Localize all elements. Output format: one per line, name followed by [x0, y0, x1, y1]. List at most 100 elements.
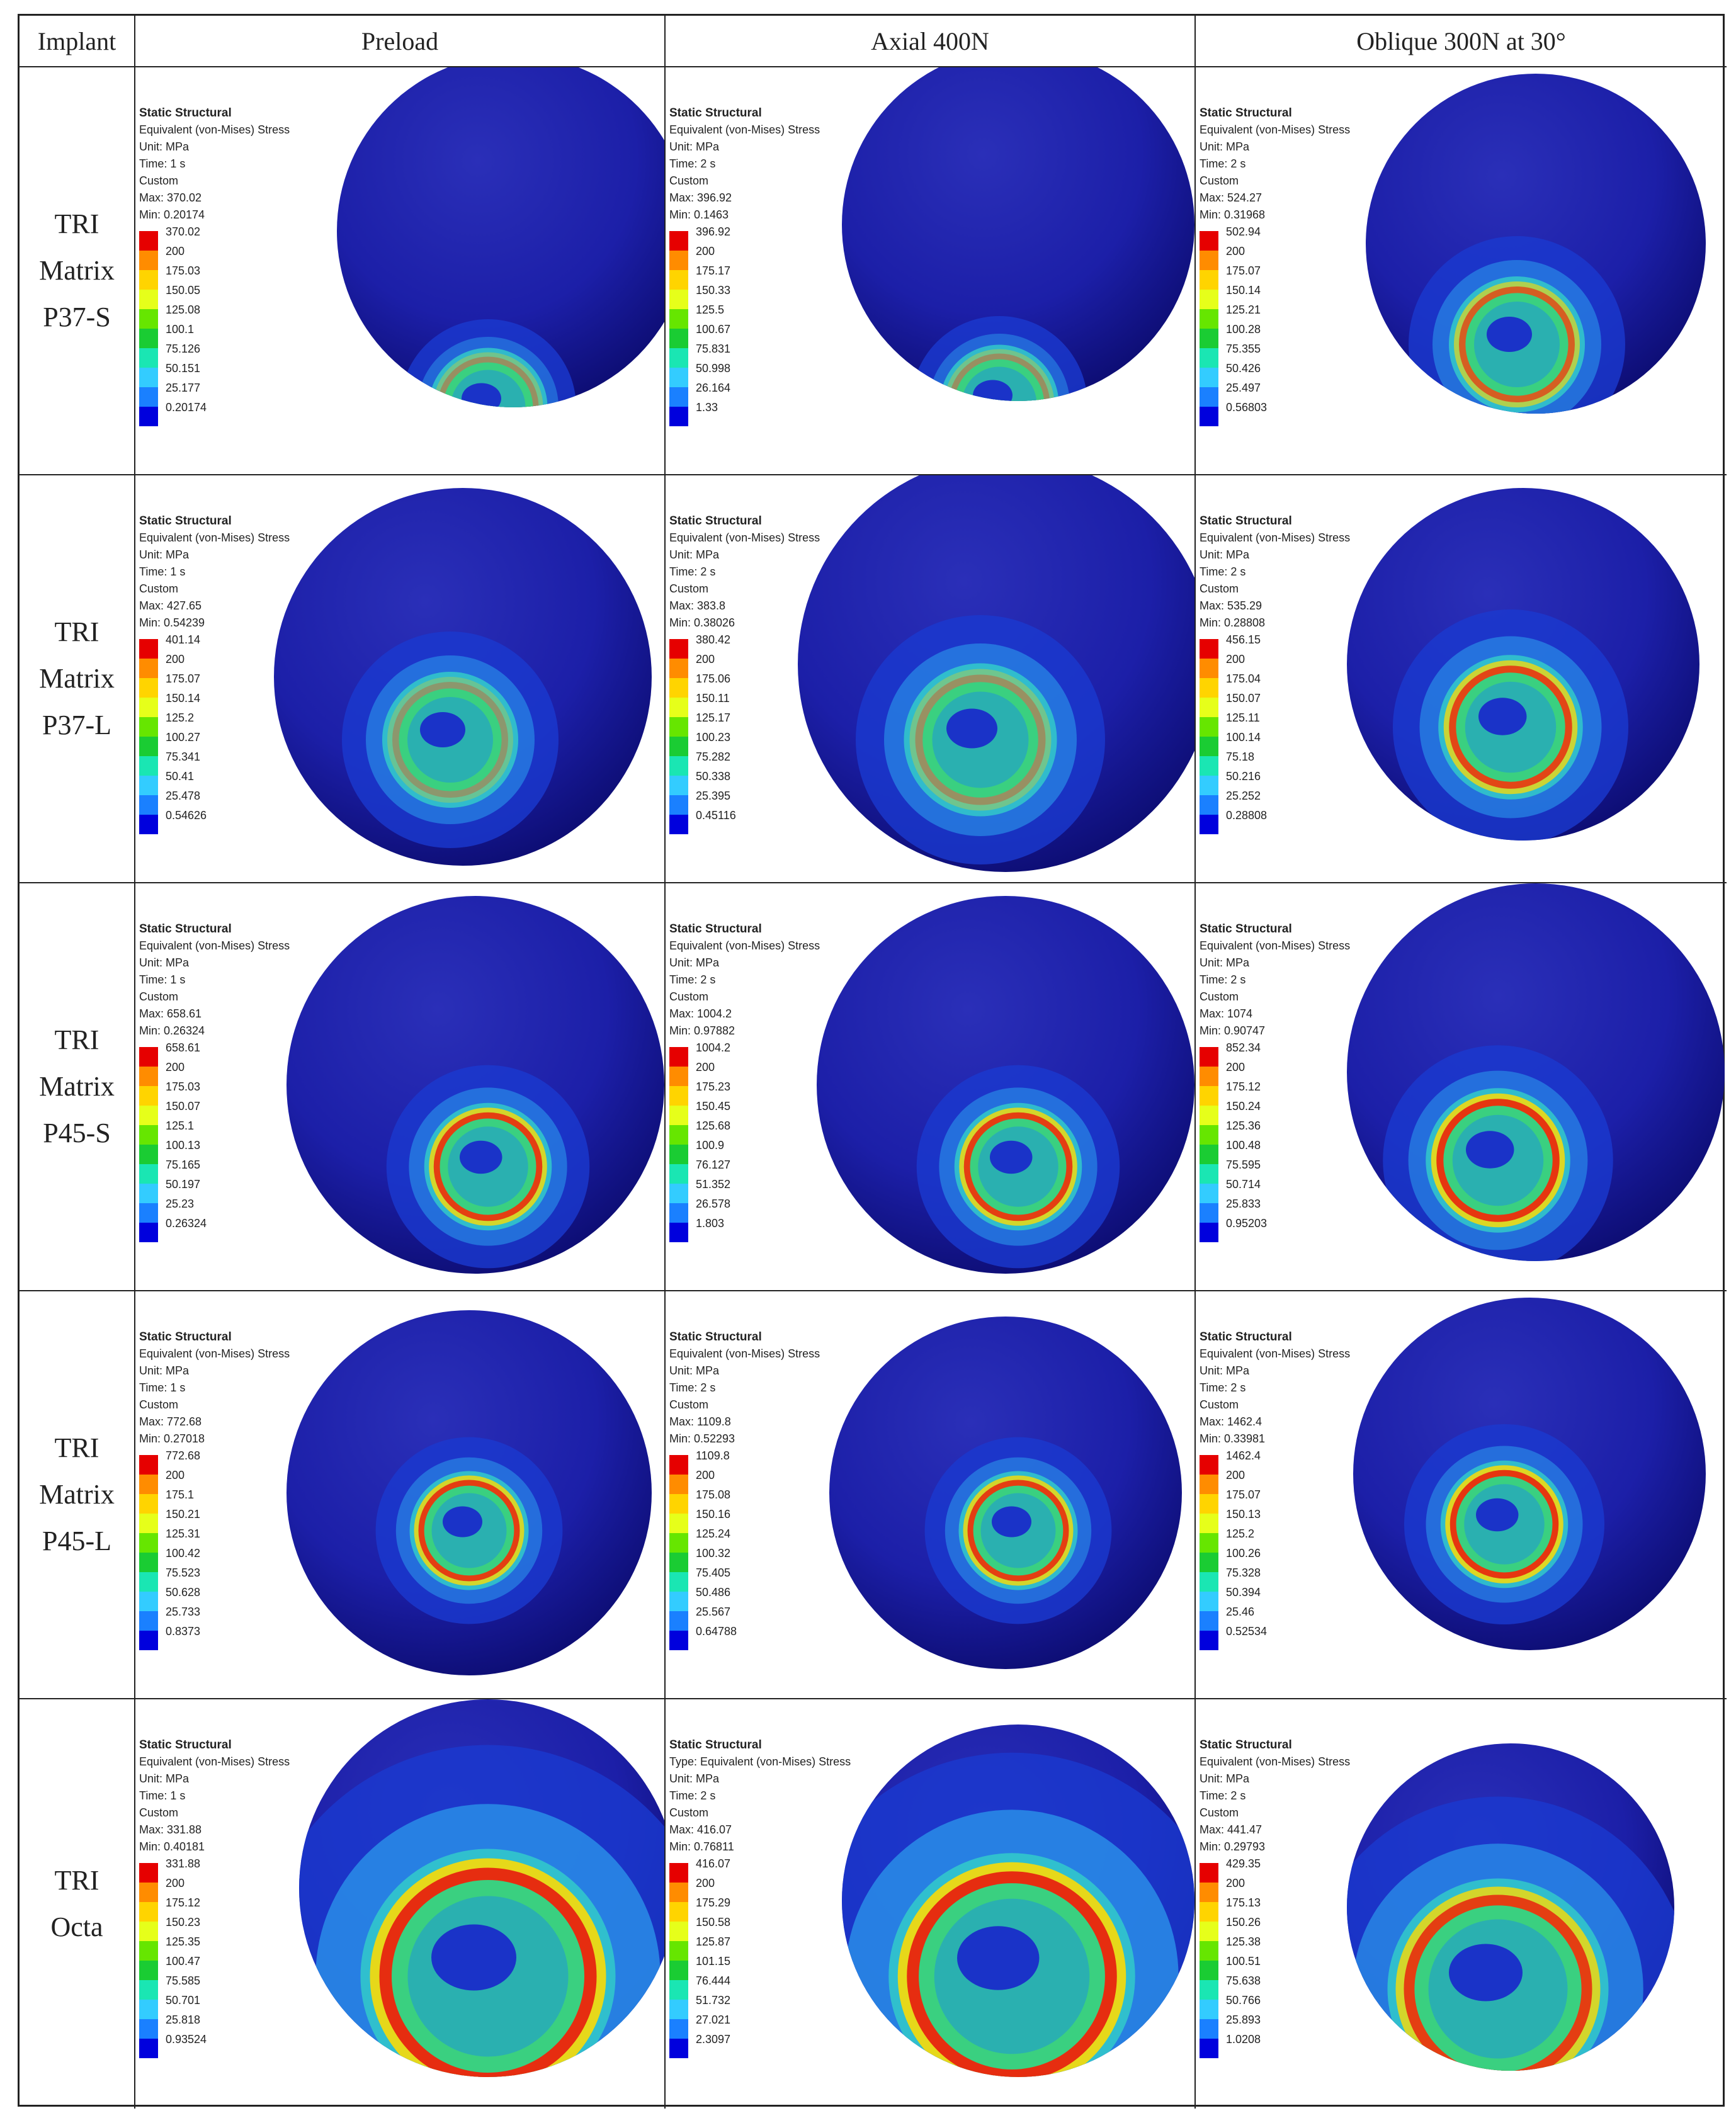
scale-swatch — [669, 1883, 688, 1902]
scale-value: 150.33 — [696, 284, 731, 297]
scale-entry: 658.61 — [139, 1042, 290, 1067]
legend-min: Min: 0.29793 — [1200, 1840, 1266, 1853]
scale-swatch — [139, 309, 158, 329]
scale-value: 1004.2 — [696, 1041, 731, 1054]
legend-type: Equivalent (von-Mises) Stress — [1200, 1755, 1351, 1768]
scale-value: 150.16 — [696, 1508, 731, 1521]
scale-swatch — [669, 678, 688, 698]
scale-entry: 1.803 — [669, 1218, 820, 1242]
scale-entry: 401.14 — [139, 634, 290, 659]
scale-value: 150.07 — [166, 1100, 201, 1113]
scale-entry: 100.13 — [139, 1140, 290, 1164]
scale-value: 25.252 — [1226, 790, 1261, 802]
scale-swatch — [669, 756, 688, 776]
color-scale: 852.34 200 175.12 150.24 125.36 100.48 75.595 5… — [1200, 1042, 1350, 1242]
scale-value: 175.04 — [1226, 672, 1261, 685]
scale-swatch — [1200, 1514, 1218, 1533]
legend-custom: Custom — [1200, 1398, 1239, 1411]
legend-type: Equivalent (von-Mises) Stress — [139, 1347, 290, 1360]
result-cell: Static Structural Equivalent (von-Mises) … — [135, 883, 666, 1291]
legend-time: Time: 2 s — [1200, 1789, 1246, 1802]
legend-type: Equivalent (von-Mises) Stress — [139, 123, 290, 136]
scale-swatch — [139, 1533, 158, 1553]
scale-swatch — [669, 270, 688, 290]
scale-entry: 25.833 — [1200, 1198, 1350, 1223]
color-scale: 1109.8 200 175.08 150.16 125.24 100.32 75.405 5… — [669, 1450, 820, 1650]
scale-entry: 150.05 — [139, 285, 290, 309]
scale-value: 200 — [1226, 1469, 1245, 1481]
scale-entry: 370.02 — [139, 226, 290, 251]
scale-entry: 100.23 — [669, 732, 820, 756]
scale-swatch — [139, 348, 158, 368]
scale-entry: 50.41 — [139, 771, 290, 795]
scale-value: 100.42 — [166, 1547, 201, 1560]
scale-swatch — [139, 659, 158, 678]
legend-title: Static Structural — [139, 514, 232, 528]
scale-value: 200 — [1226, 245, 1245, 258]
scale-entry: 125.5 — [669, 304, 820, 329]
stress-legend: Static Structural Equivalent (von-Mises) … — [139, 921, 290, 1242]
legend-max: Max: 772.68 — [139, 1415, 202, 1428]
scale-swatch — [1200, 1553, 1218, 1572]
scale-value: 100.13 — [166, 1139, 201, 1152]
scale-swatch — [139, 1494, 158, 1514]
scale-swatch — [1200, 698, 1218, 717]
scale-entry: 416.07 — [669, 1858, 851, 1883]
legend-unit: Unit: MPa — [139, 956, 190, 969]
legend-title: Static Structural — [1200, 106, 1292, 120]
legend-unit: Unit: MPa — [139, 140, 190, 153]
legend-time: Time: 2 s — [669, 1381, 716, 1394]
scale-swatch — [1200, 737, 1218, 756]
legend-max: Max: 524.27 — [1200, 191, 1262, 204]
scale-swatch — [139, 1980, 158, 2000]
scale-value: 150.58 — [696, 1916, 731, 1928]
stress-legend: Static Structural Equivalent (von-Mises) … — [1200, 513, 1350, 834]
scale-value: 200 — [1226, 653, 1245, 665]
scale-value: 125.24 — [696, 1527, 731, 1540]
implant-label: TRI Matrix P45-S — [20, 883, 135, 1291]
color-scale: 370.02 200 175.03 150.05 125.08 100.1 75.126 50… — [139, 226, 290, 426]
scale-swatch — [669, 348, 688, 368]
stress-legend: Static Structural Equivalent (von-Mises) … — [1200, 1329, 1350, 1650]
scale-entry: 200 — [1200, 1877, 1350, 1902]
scale-entry: 25.395 — [669, 790, 820, 815]
scale-value: 125.35 — [166, 1935, 201, 1948]
result-cell: Static Structural Equivalent (von-Mises) … — [135, 1291, 666, 1699]
scale-entry: 125.11 — [1200, 712, 1350, 737]
scale-swatch — [669, 1184, 688, 1203]
scale-entry: 200 — [1200, 1062, 1350, 1086]
scale-entry: 76.127 — [669, 1159, 820, 1184]
scale-entry: 380.42 — [669, 634, 820, 659]
legend-unit: Unit: MPa — [669, 548, 720, 561]
scale-entry: 150.23 — [139, 1917, 290, 1941]
scale-entry: 100.48 — [1200, 1140, 1350, 1164]
scale-value: 25.395 — [696, 790, 731, 802]
scale-value: 100.32 — [696, 1547, 731, 1560]
scale-value: 51.732 — [696, 1994, 731, 2007]
scale-swatch — [1200, 270, 1218, 290]
legend-max: Max: 427.65 — [139, 599, 202, 612]
scale-value: 200 — [696, 1877, 715, 1889]
stress-contour-image — [1347, 488, 1699, 841]
scale-value: 200 — [1226, 1061, 1245, 1073]
stress-contour-image — [842, 1724, 1194, 2077]
scale-value: 125.36 — [1226, 1119, 1261, 1132]
legend-time: Time: 2 s — [669, 565, 716, 578]
legend-custom: Custom — [1200, 174, 1239, 187]
legend-time: Time: 1 s — [139, 565, 186, 578]
scale-value: 772.68 — [166, 1449, 201, 1462]
scale-value: 0.8373 — [166, 1625, 201, 1638]
scale-swatch — [669, 1572, 688, 1592]
scale-swatch — [1200, 1902, 1218, 1922]
scale-value: 150.13 — [1226, 1508, 1261, 1521]
stress-legend: Static Structural Equivalent (von-Mises) … — [139, 513, 290, 834]
scale-entry: 175.08 — [669, 1489, 820, 1514]
scale-entry: 0.52534 — [1200, 1626, 1350, 1650]
scale-entry: 150.14 — [1200, 285, 1350, 309]
legend-unit: Unit: MPa — [1200, 1772, 1250, 1785]
scale-value: 125.2 — [166, 711, 195, 724]
scale-swatch — [139, 1086, 158, 1106]
stress-legend: Static Structural Equivalent (von-Mises) … — [669, 1329, 820, 1650]
scale-value: 75.282 — [696, 750, 731, 763]
stress-contour-image — [274, 488, 652, 866]
